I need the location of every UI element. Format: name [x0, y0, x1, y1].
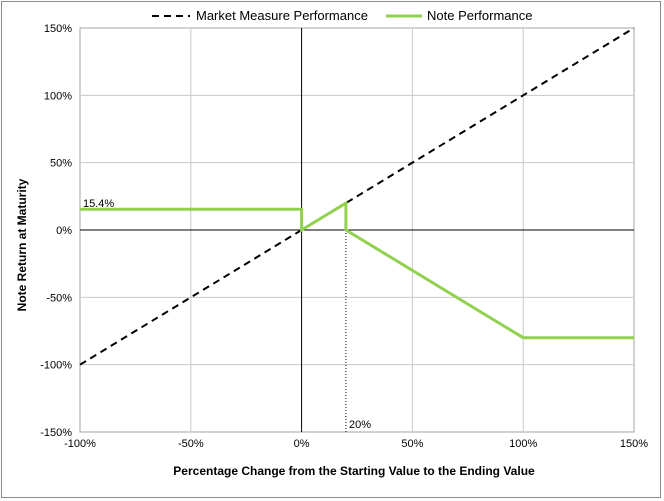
- legend: Market Measure Performance Note Performa…: [152, 8, 533, 23]
- legend-label-note-performance: Note Performance: [427, 8, 533, 23]
- y-tick-label: 0%: [56, 225, 72, 237]
- x-tick-label: -100%: [64, 438, 96, 450]
- y-tick-label: 100%: [44, 90, 72, 102]
- series-layer: [79, 27, 635, 366]
- annotation-15-4-percent: 15.4%: [83, 198, 114, 210]
- y-tick-label: -100%: [40, 360, 72, 372]
- annotation-20-percent: 20%: [349, 419, 371, 431]
- x-tick-label: 0%: [294, 438, 310, 450]
- axes-layer: [80, 28, 634, 432]
- y-tick-label: 150%: [44, 23, 72, 35]
- x-tick-label: -50%: [178, 438, 204, 450]
- x-axis-title: Percentage Change from the Starting Valu…: [173, 464, 535, 478]
- y-tick-label: 50%: [50, 158, 72, 170]
- x-tick-label: 100%: [509, 438, 537, 450]
- legend-label-market-measure: Market Measure Performance: [196, 8, 368, 23]
- series-line-market-measure: [79, 27, 635, 366]
- x-tick-label: 150%: [620, 438, 648, 450]
- y-tick-label: -150%: [40, 427, 72, 439]
- series-line-note-performance: [80, 200, 634, 340]
- x-tick-label: 50%: [401, 438, 423, 450]
- y-tick-label: -50%: [46, 292, 72, 304]
- y-axis-title: Note Return at Maturity: [15, 178, 29, 311]
- ticks-layer: -100% -50% 0% 50% 100% 150%-150%-100%-50%0%50…: [40, 23, 648, 450]
